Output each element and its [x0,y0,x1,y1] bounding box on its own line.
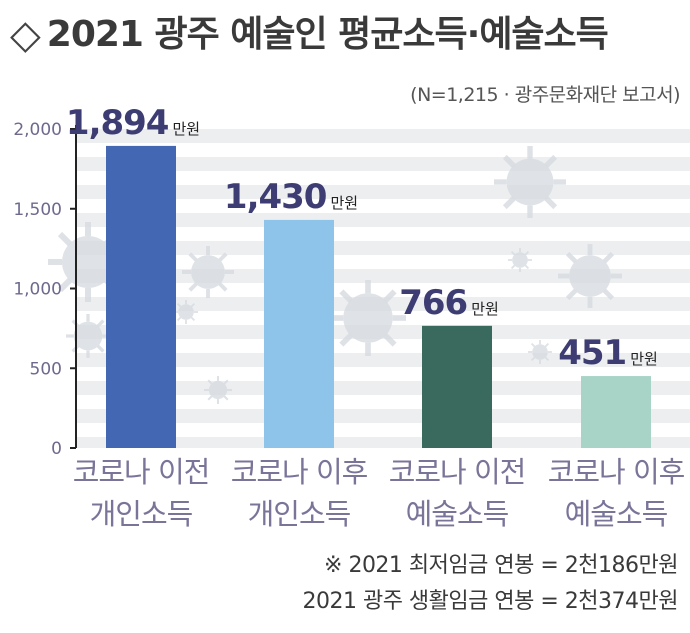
bar [106,145,176,449]
virus-icon [494,146,566,218]
bar [264,219,334,448]
bar-value-label: 451 만원 [558,333,658,373]
category-label: 개인소득 [248,497,351,531]
footnote-living-wage: 2021 광주 생활임금 연봉 = 2천374만원 [302,589,678,614]
virus-icon [180,244,236,300]
value-unit: 만원 [630,350,658,368]
bar-value-label: 1,430 만원 [224,177,358,217]
virus-icon [64,312,112,360]
y-tick-label: 0 [51,439,62,459]
category-label: 코로나 이후 [231,455,368,489]
value-number: 766 [399,283,467,323]
grid-stripe [76,213,690,227]
y-tick-label: 1,500 [13,200,62,220]
y-tick-label: 500 [30,359,62,379]
value-number: 1,430 [224,177,327,217]
title-text: 2021 광주 예술인 평균소득·예술소득 [46,14,609,55]
bar-value-label: 766 만원 [399,283,499,323]
value-unit: 만원 [471,300,499,318]
grid-stripe [76,381,690,395]
virus-icon [330,280,406,356]
category-label: 예술소득 [406,497,509,531]
y-tick-label: 1,000 [13,280,62,300]
bar [581,376,651,448]
category-label: 코로나 이전 [389,455,526,489]
category-label: 코로나 이전 [73,455,210,489]
category-label: 예술소득 [565,497,668,531]
grid-stripe [76,241,690,255]
y-tick-label: 2,000 [13,120,62,140]
value-unit: 만원 [172,120,200,138]
category-label: 개인소득 [90,497,193,531]
bar-value-label: 1,894 만원 [66,103,200,143]
y-axis: 0 500 1,000 1,500 2,000 [13,120,77,459]
virus-icon [202,374,234,406]
bar [422,325,492,448]
footnotes: ※ 2021 최저임금 연봉 = 2천186만원 2021 광주 생활임금 연봉… [302,548,678,620]
diamond-outline-icon: ◇ [10,12,41,58]
value-number: 451 [558,333,626,373]
source-note: (N=1,215 · 광주문화재단 보고서) [410,84,680,106]
footnote-min-wage: ※ 2021 최저임금 연봉 = 2천186만원 [324,553,678,578]
grid-stripe [76,129,690,143]
category-label: 코로나 이후 [548,455,685,489]
grid-stripe [76,437,690,448]
value-unit: 만원 [330,194,358,212]
chart-title: ◇ 2021 광주 예술인 평균소득·예술소득 [10,10,609,60]
value-number: 1,894 [66,103,169,143]
virus-icon [173,299,199,325]
bars [106,145,651,449]
grid-stripe [76,409,690,423]
